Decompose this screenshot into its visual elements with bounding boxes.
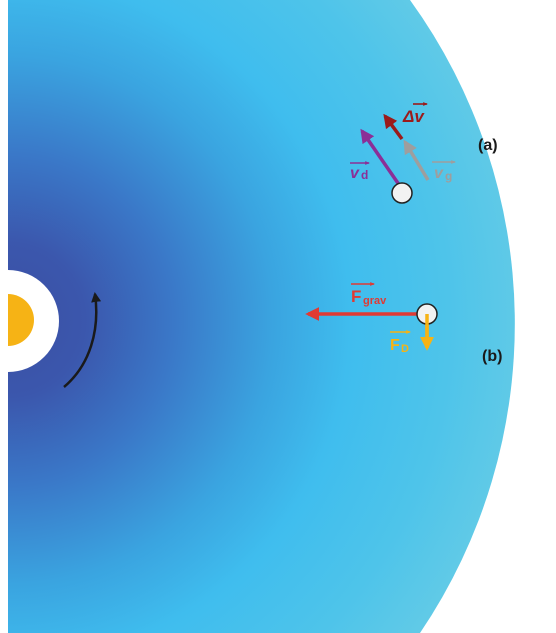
delta-v-arrow [383, 113, 404, 141]
f-grav-symbol: F [351, 287, 361, 306]
v-d-subscript: d [361, 168, 368, 182]
panel-label-a: (a) [478, 137, 498, 154]
f-d-subscript: D [401, 343, 409, 355]
f-grav-subscript: grav [363, 295, 387, 307]
label-delta-v: Δv [402, 102, 428, 126]
dust-particle-a [391, 182, 413, 204]
label-f-grav: F grav [351, 282, 387, 307]
label-f-d: F D [390, 330, 411, 355]
v-g-arrow [403, 139, 430, 181]
disk-region [8, 0, 515, 633]
panel-a-vectors [360, 113, 430, 204]
label-v-g: v g [432, 160, 456, 183]
f-d-symbol: F [390, 337, 400, 354]
panel-label-b: (b) [482, 348, 502, 365]
delta-v-symbol: Δv [402, 107, 425, 126]
v-g-symbol: v [434, 165, 444, 182]
v-g-subscript: g [445, 169, 452, 183]
panel-b-vectors [305, 303, 438, 351]
v-d-arrow [360, 128, 404, 190]
rotation-arrow [63, 292, 102, 388]
central-star [8, 270, 59, 372]
v-d-symbol: v [350, 165, 360, 182]
label-v-d: v d [350, 161, 370, 182]
